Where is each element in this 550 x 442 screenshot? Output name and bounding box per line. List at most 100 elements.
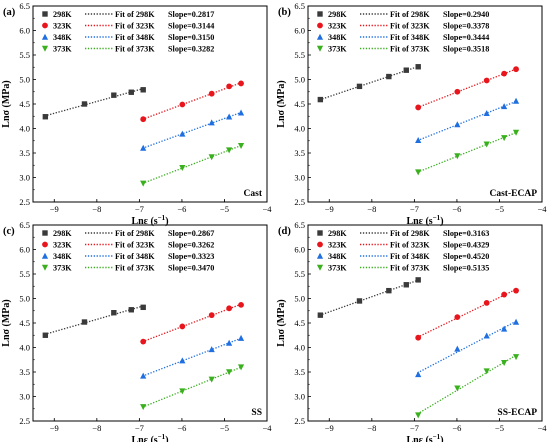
legend-marker-298K	[317, 11, 323, 17]
panel-label: (d)	[278, 226, 291, 237]
x-axis-label-sup: −1	[433, 433, 441, 441]
chart-panel-b: −9 −8 −7 −6 −5 −42.53.03.54.04.55.05.56.06.5(…	[276, 1, 547, 227]
y-tick-label: 5.0	[294, 294, 305, 304]
y-tick-label: 4.0	[19, 124, 30, 134]
y-tick-label: 6.0	[19, 26, 30, 36]
data-point-373K	[454, 153, 461, 160]
y-tick-label: 6.5	[294, 1, 305, 11]
data-point-323K	[238, 80, 244, 87]
data-point-348K	[483, 110, 490, 117]
legend-series-name: 373K	[53, 45, 72, 54]
y-tick-label: 3.5	[294, 148, 305, 158]
data-point-298K	[356, 298, 363, 304]
data-point-323K	[140, 116, 147, 123]
data-point-323K	[179, 101, 186, 108]
x-tick-label: −8	[92, 423, 101, 433]
x-tick-label: −5	[495, 423, 504, 433]
legend-series-name: 373K	[328, 264, 347, 273]
legend: 298K Fit of 298K Slope=0.2817 323K Fit of 32…	[41, 10, 214, 54]
sample-label: SS-ECAP	[497, 408, 537, 418]
data-point-298K	[81, 101, 88, 107]
y-tick-label: 5.5	[294, 269, 305, 279]
fit-line-298K	[319, 65, 420, 101]
y-tick-label: 5.0	[294, 75, 305, 85]
y-axis-label: Lnσ (MPa)	[276, 299, 287, 346]
legend-fit-label: Fit of 348K	[390, 252, 430, 261]
x-tick-label: −5	[220, 423, 229, 433]
y-tick-label: 2.5	[294, 197, 305, 207]
data-point-323K	[238, 301, 244, 308]
data-point-373K	[237, 364, 245, 371]
y-tick-label: 2.5	[294, 416, 305, 426]
legend-marker-298K	[317, 230, 323, 236]
x-tick-label: −7	[135, 423, 144, 433]
legend-series-name: 348K	[328, 252, 347, 261]
data-point-298K	[81, 319, 88, 325]
y-tick-label: 3.0	[294, 392, 305, 402]
panel-label: (a)	[3, 7, 16, 18]
fit-line-323K	[417, 288, 518, 338]
data-point-348K	[501, 103, 508, 110]
data-point-373K	[140, 180, 147, 187]
x-tick-label: −6	[452, 423, 461, 433]
legend-series-name: 373K	[53, 264, 72, 273]
data-point-348K	[226, 339, 233, 346]
data-point-323K	[483, 300, 490, 306]
data-point-323K	[454, 314, 461, 321]
series-373K	[140, 142, 245, 187]
legend-marker-298K	[42, 11, 48, 17]
data-point-298K	[317, 96, 324, 103]
data-point-298K	[356, 83, 363, 90]
data-point-323K	[501, 70, 508, 77]
y-tick-label: 5.0	[19, 294, 30, 304]
data-point-323K	[454, 88, 461, 95]
y-tick-label: 4.0	[19, 343, 30, 353]
data-point-373K	[208, 376, 215, 383]
legend-slope-label: Slope=0.3444	[443, 33, 489, 42]
series-373K	[140, 364, 245, 411]
data-point-298K	[415, 64, 421, 70]
legend-slope-label: Slope=0.3378	[443, 22, 489, 31]
data-point-373K	[179, 388, 186, 395]
series-298K	[42, 304, 146, 338]
legend-fit-label: Fit of 373K	[390, 45, 430, 54]
fit-line-348K	[417, 320, 518, 374]
fit-line-298K	[319, 279, 420, 317]
x-axis-label-main: Lnε (s	[131, 435, 157, 442]
data-point-373K	[140, 404, 147, 411]
y-tick-label: 6.0	[294, 26, 305, 36]
chart-panel-d: −9 −8 −7 −6 −5 −4 2.5 3.0 3.5 4.0 4.5 5.0 5.5 6.0 6.5(…	[276, 220, 547, 442]
x-tick-label: −8	[92, 204, 101, 214]
legend-marker-323K	[42, 241, 48, 248]
legend-marker-373K	[41, 264, 49, 271]
x-axis-label: Lnε (s−1)	[406, 214, 443, 227]
legend-fit-label: Fit of 373K	[390, 264, 430, 273]
data-point-298K	[403, 67, 409, 73]
series-348K	[415, 97, 520, 143]
legend-marker-348K	[41, 33, 49, 40]
panel-label: (b)	[278, 7, 291, 18]
data-point-298K	[42, 114, 49, 120]
data-point-348K	[237, 109, 245, 116]
legend-slope-label: Slope=0.2817	[168, 10, 214, 19]
data-point-298K	[128, 307, 134, 313]
data-point-348K	[226, 113, 233, 120]
x-axis-label: Lnε (s−1)	[131, 433, 168, 442]
data-point-323K	[501, 291, 508, 298]
data-point-373K	[483, 141, 490, 148]
y-tick-label: 4.5	[19, 99, 30, 109]
x-tick-label: −4	[262, 204, 272, 214]
data-point-298K	[415, 277, 421, 283]
legend-series-name: 323K	[328, 241, 347, 250]
y-tick-label: 2.5	[19, 416, 30, 426]
legend-slope-label: Slope=0.2940	[443, 10, 489, 19]
legend-marker-348K	[41, 252, 49, 259]
series-373K	[415, 354, 520, 419]
data-point-348K	[415, 371, 422, 378]
data-point-348K	[140, 372, 147, 379]
legend-slope-label: Slope=0.4329	[443, 241, 489, 250]
x-axis-label-tail: )	[440, 435, 443, 442]
y-tick-label: 6.5	[294, 220, 305, 230]
series-323K	[415, 66, 519, 111]
x-axis-label-tail: )	[165, 216, 168, 227]
